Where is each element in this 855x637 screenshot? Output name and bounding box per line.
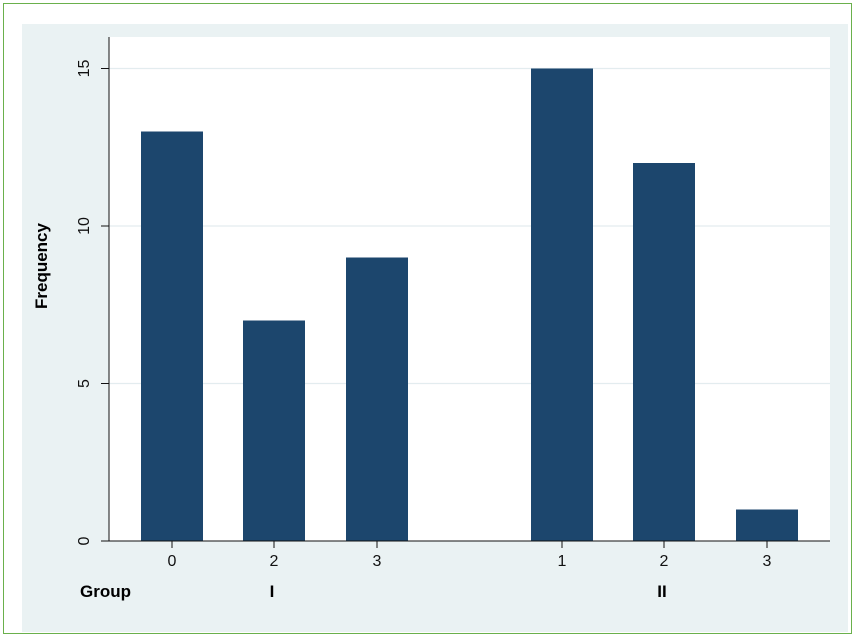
x-tick-label: 2 bbox=[660, 553, 669, 570]
bar bbox=[633, 163, 695, 541]
x-tick-label: 2 bbox=[270, 553, 279, 570]
group-label: II bbox=[657, 582, 666, 601]
gridlines bbox=[109, 67, 830, 385]
x-axis-ticks: 0 2 3 1 2 3 bbox=[168, 541, 772, 570]
x-tick-label: 3 bbox=[763, 553, 772, 570]
bar bbox=[736, 509, 798, 541]
bar bbox=[531, 68, 593, 541]
x-tick-label: 0 bbox=[168, 553, 177, 570]
bar bbox=[243, 320, 305, 541]
bar bbox=[141, 131, 203, 541]
group-axis-label: Group bbox=[80, 582, 131, 601]
bar bbox=[346, 257, 408, 541]
group-labels: I II bbox=[270, 582, 667, 601]
x-tick-label: 1 bbox=[558, 553, 567, 570]
y-axis-title: Frequency bbox=[32, 222, 51, 309]
group-label: I bbox=[270, 582, 275, 601]
plot-area bbox=[109, 37, 830, 541]
y-tick-label: 0 bbox=[76, 536, 93, 545]
bars bbox=[141, 68, 798, 541]
y-tick-label: 5 bbox=[76, 379, 93, 388]
x-tick-label: 3 bbox=[373, 553, 382, 570]
figure-frame bbox=[3, 3, 852, 634]
y-tick-label: 15 bbox=[76, 60, 93, 78]
y-axis-ticks: 0 5 10 15 bbox=[76, 60, 109, 545]
y-tick-label: 10 bbox=[76, 217, 93, 235]
